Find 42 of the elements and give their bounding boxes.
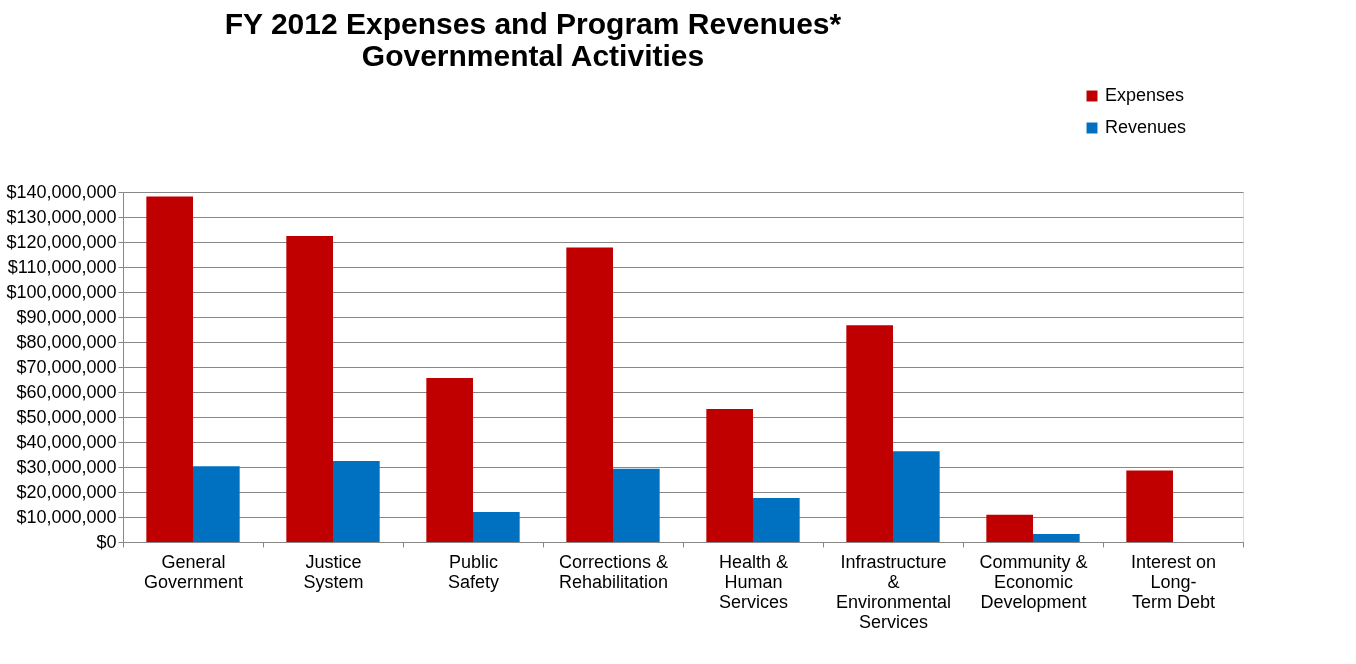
y-tick-label: $20,000,000 xyxy=(16,481,117,502)
y-tick-label: $120,000,000 xyxy=(6,231,117,252)
x-tick-label: Public Safety xyxy=(447,551,500,592)
x-tick-label: General Government xyxy=(143,551,244,592)
legend-label: Expenses xyxy=(1105,85,1185,105)
x-tick-label: Corrections & Rehabilitation xyxy=(558,551,669,592)
y-tick-label: $50,000,000 xyxy=(16,406,117,427)
y-tick-label: $130,000,000 xyxy=(6,206,117,227)
x-tick-label: Justice System xyxy=(303,551,364,592)
text: Governmental Activities xyxy=(361,39,705,72)
y-tick-label: $40,000,000 xyxy=(16,431,117,452)
bar xyxy=(146,196,193,542)
bar xyxy=(986,514,1033,542)
legend-label: Revenues xyxy=(1105,117,1187,137)
y-tick-label: $0 xyxy=(96,531,117,552)
bar xyxy=(286,236,333,542)
bar xyxy=(333,461,380,542)
bar xyxy=(1126,470,1173,542)
y-tick-label: $70,000,000 xyxy=(16,356,117,377)
bar xyxy=(706,409,753,542)
bar xyxy=(193,466,240,542)
y-tick-label: $60,000,000 xyxy=(16,381,117,402)
bar xyxy=(753,498,800,542)
bar xyxy=(893,451,940,542)
y-tick-label: $90,000,000 xyxy=(16,306,117,327)
bar xyxy=(613,468,660,542)
x-tick-label: Infrastructure & Environmental Services xyxy=(835,551,952,632)
y-tick-label: $10,000,000 xyxy=(16,506,117,527)
x-tick-label: Interest on Long- Term Debt xyxy=(1130,551,1217,612)
bar xyxy=(473,512,520,542)
bar xyxy=(426,378,473,542)
bar xyxy=(566,247,613,542)
bar xyxy=(1033,534,1080,542)
y-tick-label: $140,000,000 xyxy=(6,181,117,202)
y-tick-label: $30,000,000 xyxy=(16,456,117,477)
x-tick-label: Community & Economic Development xyxy=(979,551,1088,612)
bar xyxy=(846,325,893,542)
y-tick-label: $100,000,000 xyxy=(6,281,117,302)
y-tick-label: $110,000,000 xyxy=(7,256,117,277)
y-tick-label: $80,000,000 xyxy=(16,331,117,352)
text: FY 2012 Expenses and Program Revenues* xyxy=(224,7,842,40)
x-tick-label: Health & Human Services xyxy=(718,551,789,612)
